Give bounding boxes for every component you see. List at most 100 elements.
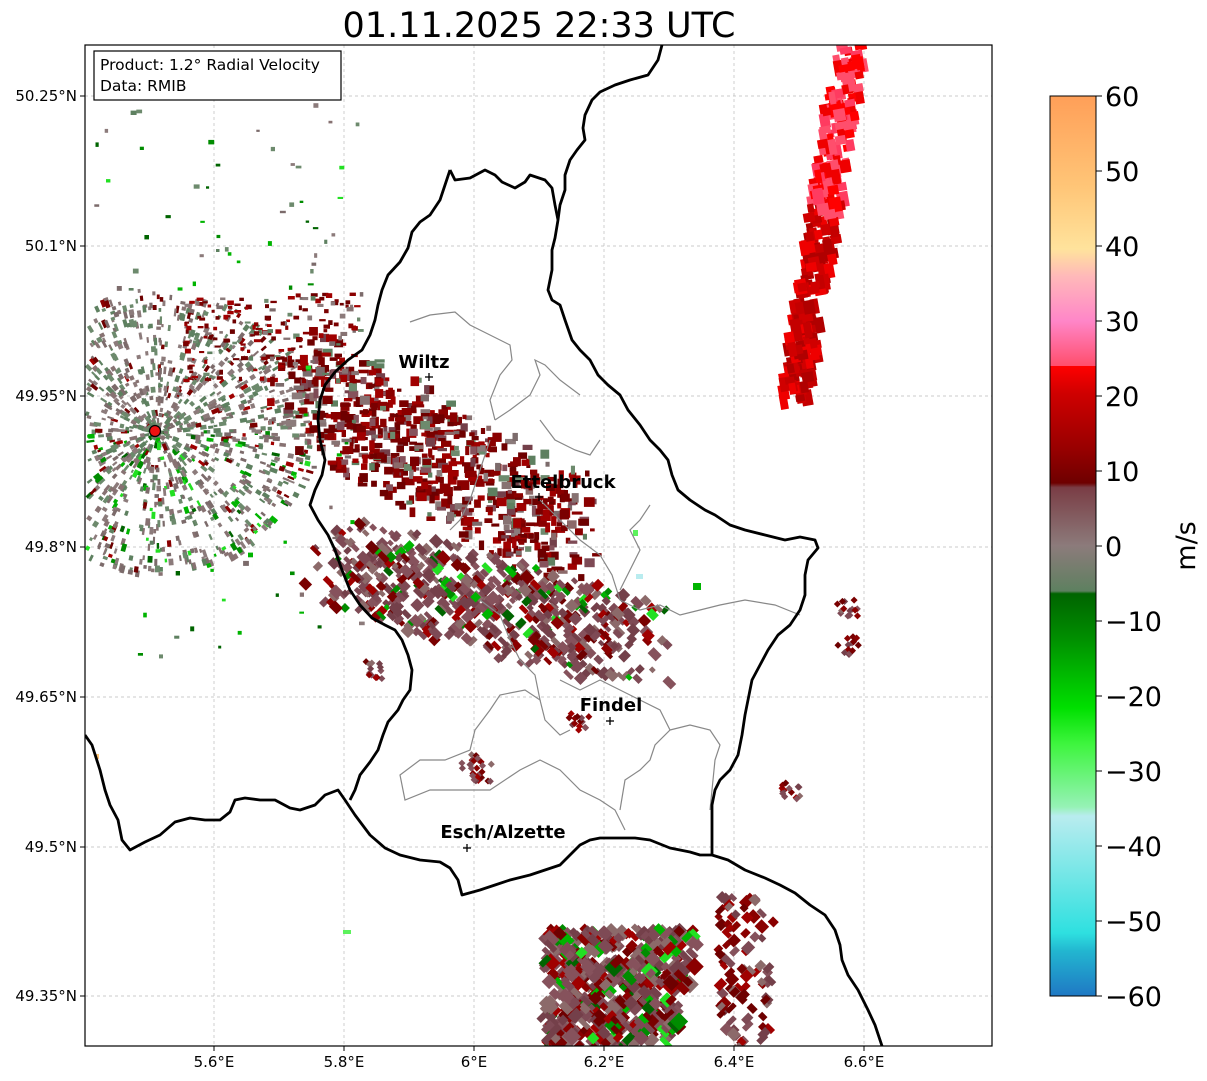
echo-pixel xyxy=(85,386,93,393)
echo-pixel xyxy=(819,162,832,173)
echo-pixel xyxy=(264,517,270,524)
echo-pixel xyxy=(850,638,858,646)
echo-pixel xyxy=(279,422,284,427)
echo-pixel xyxy=(216,305,224,310)
echo-pixel xyxy=(375,581,387,592)
echo-pixel xyxy=(183,506,190,515)
echo-pixel xyxy=(740,940,756,956)
echo-pixel xyxy=(132,458,139,464)
echo-pixel xyxy=(492,432,502,442)
echo-pixel xyxy=(307,339,315,346)
echo-pixel xyxy=(129,375,135,381)
echo-pixel xyxy=(237,502,246,511)
echo-pixel xyxy=(166,540,172,547)
echo-pixel xyxy=(252,448,258,453)
echo-pixel xyxy=(132,381,138,388)
echo-pixel xyxy=(454,618,466,630)
echo-pixel xyxy=(180,300,186,305)
echo-pixel xyxy=(420,411,430,419)
echo-pixel xyxy=(490,470,501,476)
echo-pixel xyxy=(593,654,604,665)
echo-pixel xyxy=(282,414,289,419)
echo-pixel xyxy=(509,467,517,472)
echo-pixel xyxy=(519,569,535,585)
echo-pixel xyxy=(177,344,183,349)
echo-pixel xyxy=(123,390,128,395)
echo-pixel xyxy=(352,378,357,384)
echo-pixel xyxy=(95,367,103,375)
echo-pixel xyxy=(192,340,198,344)
echo-pixel xyxy=(583,634,593,643)
echo-pixel xyxy=(386,539,394,547)
echo-pixel xyxy=(795,394,806,403)
echo-pixel xyxy=(811,187,825,206)
echo-pixel xyxy=(779,789,787,798)
echo-pixel xyxy=(390,439,400,443)
echo-pixel xyxy=(458,764,466,772)
echo-pixel xyxy=(449,445,455,455)
echo-pixel xyxy=(141,427,151,433)
echo-pixel xyxy=(575,726,583,734)
echo-pixel xyxy=(580,995,592,1007)
echo-pixel xyxy=(181,484,188,491)
echo-pixel xyxy=(322,395,333,404)
echo-pixel xyxy=(95,428,103,433)
echo-pixel xyxy=(202,412,211,420)
echo-pixel xyxy=(558,470,564,480)
echo-pixel xyxy=(756,977,767,987)
echo-pixel xyxy=(557,1014,569,1026)
echo-pixel xyxy=(184,558,188,565)
echo-pixel xyxy=(633,1017,646,1030)
echo-pixel xyxy=(118,388,127,397)
echo-pixel xyxy=(313,349,318,353)
echo-pixel xyxy=(198,336,204,343)
echo-pixel xyxy=(373,363,385,369)
echo-pixel xyxy=(173,410,182,420)
echo-pixel xyxy=(714,912,723,921)
echo-pixel xyxy=(260,345,267,352)
echo-pixel xyxy=(252,325,256,330)
echo-pixel xyxy=(285,469,293,475)
echo-pixel xyxy=(166,453,175,463)
echo-pixel xyxy=(157,457,161,462)
echo-pixel xyxy=(159,566,163,572)
echo-pixel xyxy=(98,359,104,366)
echo-pixel xyxy=(637,985,652,1000)
echo-pixel xyxy=(549,551,559,560)
echo-pixel xyxy=(101,417,107,421)
echo-pixel xyxy=(119,525,126,533)
echo-pixel xyxy=(142,446,147,452)
echo-pixel xyxy=(145,486,151,494)
echo-pixel xyxy=(191,375,198,379)
echo-pixel xyxy=(322,575,334,587)
echo-pixel xyxy=(340,374,348,383)
echo-pixel xyxy=(554,591,567,603)
echo-pixel xyxy=(230,352,237,359)
echo-pixel xyxy=(128,474,133,480)
echo-pixel xyxy=(257,366,263,371)
echo-pixel xyxy=(161,547,166,552)
echo-pixel xyxy=(454,445,459,451)
echo-pixel xyxy=(460,481,470,490)
echo-pixel xyxy=(529,481,538,485)
echo-pixel xyxy=(546,646,559,659)
echo-pixel xyxy=(130,419,137,426)
echo-pixel xyxy=(559,509,570,520)
echo-pixel xyxy=(556,521,563,527)
echo-pixel xyxy=(299,433,306,437)
echo-pixel xyxy=(567,504,573,511)
echo-pixel xyxy=(383,481,390,488)
echo-pixel xyxy=(310,269,314,274)
echo-pixel xyxy=(322,372,330,375)
echo-pixel xyxy=(441,498,450,509)
echo-pixel xyxy=(218,378,226,385)
echo-pixel xyxy=(227,311,234,315)
echo-pixel xyxy=(395,500,405,506)
echo-pixel xyxy=(507,502,515,509)
echo-pixel xyxy=(356,379,364,383)
echo-pixel xyxy=(619,983,628,992)
echo-pixel xyxy=(217,348,224,354)
echo-pixel xyxy=(362,437,368,441)
echo-pixel xyxy=(383,426,388,433)
echo-pixel xyxy=(150,386,156,393)
